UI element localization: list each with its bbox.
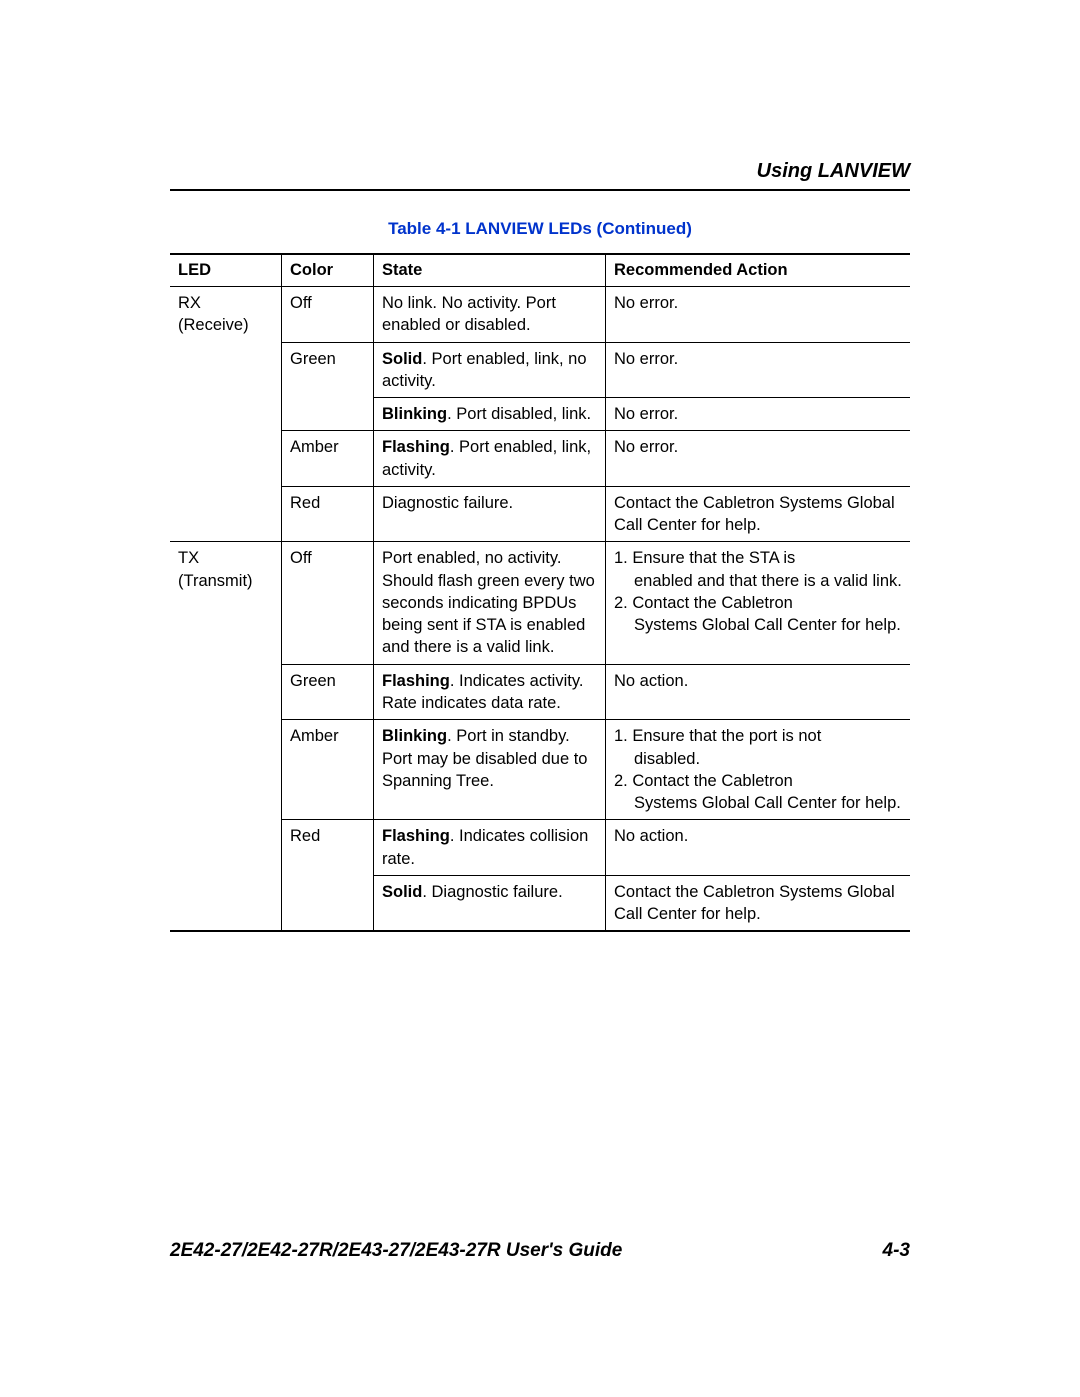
cell-color: Off [282,287,374,343]
cell-action: No action. [606,664,911,720]
cell-state: Solid. Diagnostic failure. [374,875,606,931]
table-row: Amber Blinking. Port in standby. Port ma… [170,720,910,820]
col-header-color: Color [282,254,374,287]
cell-action: Contact the Cabletron Systems Global Cal… [606,875,911,931]
cell-color: Green [282,664,374,720]
cell-state: Blinking. Port in standby. Port may be d… [374,720,606,820]
state-rest: Port may be disabled due to Spanning Tre… [382,750,587,790]
action-line: 1. Ensure that the port is not [614,727,821,745]
state-bold: Flashing [382,827,450,845]
col-header-state: State [374,254,606,287]
cell-action: No error. [606,342,911,398]
action-line: 1. Ensure that the STA is [614,549,795,567]
col-header-action: Recommended Action [606,254,911,287]
table-row: Green Flashing. Indicates activity. Rate… [170,664,910,720]
action-line: disabled. [614,748,902,770]
col-header-led: LED [170,254,282,287]
cell-action: No error. [606,287,911,343]
table-row: Green Solid. Port enabled, link, no acti… [170,342,910,398]
cell-color: Amber [282,720,374,820]
state-rest: . Diagnostic failure. [422,883,562,901]
cell-action: No action. [606,820,911,876]
cell-state: Flashing. Indicates activity. Rate indic… [374,664,606,720]
rx-label: RX [178,294,201,312]
table-row: RX (Receive) Off No link. No activity. P… [170,287,910,343]
cell-color: Amber [282,431,374,487]
cell-action: Contact the Cabletron Systems Global Cal… [606,486,911,542]
state-bold: Solid [382,883,422,901]
cell-action: No error. [606,431,911,487]
cell-state: Port enabled, no activity. Should flash … [374,542,606,664]
cell-action: No error. [606,398,911,431]
cell-state: Diagnostic failure. [374,486,606,542]
table-row: TX (Transmit) Off Port enabled, no activ… [170,542,910,664]
page-header-title: Using LANVIEW [170,160,910,183]
table-row: Red Flashing. Indicates collision rate. … [170,820,910,876]
cell-color: Green [282,342,374,431]
state-bold: Flashing [382,438,450,456]
action-line: 2. Contact the Cabletron [614,772,793,790]
footer-right: 4-3 [883,1240,910,1262]
header-rule [170,189,910,191]
tx-sublabel: (Transmit) [178,572,253,590]
cell-state: Flashing. Indicates collision rate. [374,820,606,876]
cell-state: Blinking. Port disabled, link. [374,398,606,431]
table-header-row: LED Color State Recommended Action [170,254,910,287]
state-bold: Blinking [382,405,447,423]
table-row: Red Diagnostic failure. Contact the Cabl… [170,486,910,542]
state-rest: . Port disabled, link. [447,405,591,423]
action-line: enabled and that there is a valid link. [614,570,902,592]
state-bold: Flashing [382,672,450,690]
cell-action: 1. Ensure that the port is not disabled.… [606,720,911,820]
cell-state: No link. No activity. Port enabled or di… [374,287,606,343]
page-footer: 2E42-27/2E42-27R/2E43-27/2E43-27R User's… [170,1240,910,1262]
cell-led-tx: TX (Transmit) [170,542,282,931]
cell-color: Red [282,486,374,542]
state-rest: . Port in standby. [447,727,570,745]
footer-left: 2E42-27/2E42-27R/2E43-27/2E43-27R User's… [170,1240,622,1262]
table-row: Amber Flashing. Port enabled, link, acti… [170,431,910,487]
action-line: 2. Contact the Cabletron [614,594,793,612]
cell-state: Flashing. Port enabled, link, activity. [374,431,606,487]
tx-label: TX [178,549,199,567]
led-table: LED Color State Recommended Action RX (R… [170,253,910,932]
table-caption: Table 4-1 LANVIEW LEDs (Continued) [170,219,910,239]
rx-sublabel: (Receive) [178,316,249,334]
action-line: Systems Global Call Center for help. [614,792,902,814]
state-bold: Blinking [382,727,447,745]
cell-color: Red [282,820,374,932]
state-bold: Solid [382,350,422,368]
cell-led-rx: RX (Receive) [170,287,282,542]
cell-state: Solid. Port enabled, link, no activity. [374,342,606,398]
cell-action: 1. Ensure that the STA is enabled and th… [606,542,911,664]
action-line: Systems Global Call Center for help. [614,614,902,636]
cell-color: Off [282,542,374,664]
